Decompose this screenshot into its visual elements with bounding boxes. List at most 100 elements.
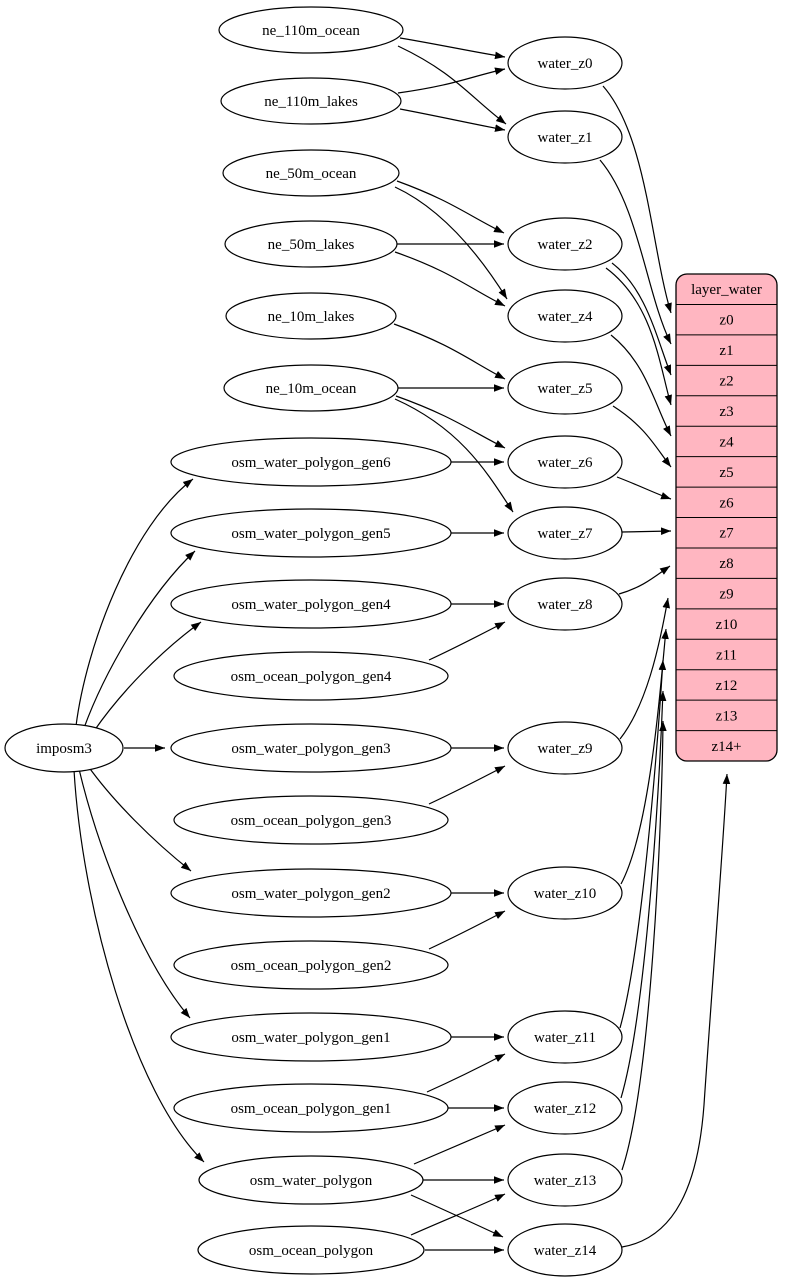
node-osm_water_polygon_gen4: osm_water_polygon_gen4 <box>170 579 452 629</box>
node-shape-osm_water_polygon <box>198 1155 424 1205</box>
node-label-ne_110m_lakes: ne_110m_lakes <box>264 94 358 110</box>
node-label-water_z10: water_z10 <box>534 886 596 902</box>
node-label-water_z8: water_z8 <box>538 597 593 613</box>
edge-osm_ocean_polygon_gen1--water_z11 <box>426 1053 506 1093</box>
node-water_z6: water_z6 <box>507 435 623 489</box>
record-row-z7: z7 <box>719 526 734 542</box>
node-label-water_z11: water_z11 <box>534 1030 596 1046</box>
edge-imposm3--osm_water_polygon_gen1 <box>78 768 191 1019</box>
node-label-osm_water_polygon_gen5: osm_water_polygon_gen5 <box>231 526 390 542</box>
edge-water_z5--layer_water-z5 <box>612 405 672 468</box>
node-shape-ne_10m_lakes <box>225 292 397 340</box>
node-imposm3: imposm3 <box>4 723 124 773</box>
node-label-water_z14: water_z14 <box>534 1243 597 1259</box>
node-shape-water_z4 <box>507 289 623 343</box>
node-shape-water_z1 <box>507 110 623 164</box>
edges-layer <box>73 37 731 1254</box>
node-water_z0: water_z0 <box>507 36 623 90</box>
edge-ne_10m_lakes--water_z5 <box>393 323 506 380</box>
node-label-osm_water_polygon_gen1: osm_water_polygon_gen1 <box>231 1030 390 1046</box>
node-osm_water_polygon_gen1: osm_water_polygon_gen1 <box>170 1012 452 1062</box>
node-shape-ne_110m_lakes <box>220 77 402 125</box>
node-osm_ocean_polygon_gen4: osm_ocean_polygon_gen4 <box>173 651 449 701</box>
node-water_z11: water_z11 <box>507 1010 623 1064</box>
record-row-z10: z10 <box>716 617 738 633</box>
node-label-osm_water_polygon_gen4: osm_water_polygon_gen4 <box>231 597 391 613</box>
edge-water_z2--layer_water-z2 <box>611 262 672 376</box>
record-row-z2: z2 <box>719 374 733 390</box>
node-ne_110m_ocean: ne_110m_ocean <box>218 6 404 54</box>
edge-water_z6--layer_water-z6 <box>616 476 672 500</box>
node-label-osm_ocean_polygon_gen3: osm_ocean_polygon_gen3 <box>231 813 392 829</box>
edge-ne_50m_lakes--water_z4 <box>394 251 506 307</box>
node-label-osm_water_polygon: osm_water_polygon <box>250 1173 373 1189</box>
node-water_z4: water_z4 <box>507 289 623 343</box>
node-shape-water_z14 <box>507 1223 623 1277</box>
node-shape-ne_50m_lakes <box>224 220 398 268</box>
node-shape-water_z11 <box>507 1010 623 1064</box>
record-layer: layer_water z0 z1 z2 z3 z4 z5 z6 z7 z8 z9 z10 z11 z12… <box>675 273 778 762</box>
edge-water_z12--layer_water-z12 <box>620 690 667 1099</box>
record-row-z0: z0 <box>719 313 733 329</box>
record-row-z9: z9 <box>719 587 733 603</box>
edge-ne_110m_ocean--water_z0 <box>399 37 506 60</box>
edge-water_z7--layer_water-z7 <box>621 527 672 536</box>
edge-water_z14--layer_water-z14+ <box>621 773 731 1248</box>
node-osm_water_polygon: osm_water_polygon <box>198 1155 424 1205</box>
node-water_z7: water_z7 <box>507 506 623 560</box>
edge-osm_ocean_polygon_gen4--water_z8 <box>428 621 506 661</box>
edge-ne_110m_lakes--water_z1 <box>399 108 506 132</box>
edge-ne_50m_ocean--water_z4 <box>394 186 508 300</box>
node-shape-water_z5 <box>507 361 623 415</box>
node-shape-water_z8 <box>507 577 623 631</box>
edge-water_z13--layer_water-z13 <box>621 720 667 1171</box>
node-shape-osm_ocean_polygon_gen1 <box>173 1083 449 1133</box>
node-label-water_z12: water_z12 <box>534 1101 596 1117</box>
node-osm_ocean_polygon_gen3: osm_ocean_polygon_gen3 <box>173 795 449 845</box>
node-label-osm_ocean_polygon: osm_ocean_polygon <box>249 1243 374 1259</box>
node-label-ne_10m_ocean: ne_10m_ocean <box>266 381 357 397</box>
node-ne_110m_lakes: ne_110m_lakes <box>220 77 402 125</box>
record-row-z5: z5 <box>719 465 733 481</box>
node-shape-osm_ocean_polygon_gen2 <box>173 940 449 990</box>
node-label-imposm3: imposm3 <box>36 741 92 757</box>
node-osm_water_polygon_gen2: osm_water_polygon_gen2 <box>170 868 452 918</box>
edge-imposm3--osm_water_polygon <box>73 769 205 1163</box>
node-shape-osm_water_polygon_gen3 <box>170 723 452 773</box>
node-label-water_z6: water_z6 <box>538 455 593 471</box>
edge-ne_50m_ocean--water_z2 <box>396 180 505 234</box>
node-shape-water_z7 <box>507 506 623 560</box>
edge-water_z4--layer_water-z4 <box>610 334 672 437</box>
node-label-water_z13: water_z13 <box>534 1173 596 1189</box>
node-water_z10: water_z10 <box>507 866 623 920</box>
node-ne_50m_ocean: ne_50m_ocean <box>222 149 400 197</box>
record-row-z13: z13 <box>716 708 738 724</box>
node-label-osm_water_polygon_gen2: osm_water_polygon_gen2 <box>231 886 390 902</box>
record-row-z14+: z14+ <box>711 739 741 755</box>
edge-water_z1--layer_water-z1 <box>599 159 672 345</box>
node-osm_ocean_polygon_gen1: osm_ocean_polygon_gen1 <box>173 1083 449 1133</box>
node-label-osm_water_polygon_gen6: osm_water_polygon_gen6 <box>231 455 391 471</box>
record-row-z11: z11 <box>716 647 737 663</box>
node-shape-osm_ocean_polygon_gen4 <box>173 651 449 701</box>
edge-ne_110m_lakes--water_z0 <box>397 67 506 94</box>
node-label-water_z7: water_z7 <box>538 526 593 542</box>
record-row-z1: z1 <box>719 343 733 359</box>
node-label-water_z9: water_z9 <box>538 741 593 757</box>
node-shape-water_z6 <box>507 435 623 489</box>
node-osm_ocean_polygon_gen2: osm_ocean_polygon_gen2 <box>173 940 449 990</box>
nodes-layer: ne_110m_ocean ne_110m_lakes ne_50m_oceanne… <box>4 6 623 1277</box>
node-shape-water_z2 <box>507 217 623 271</box>
node-label-osm_water_polygon_gen3: osm_water_polygon_gen3 <box>231 741 390 757</box>
node-shape-water_z9 <box>507 721 623 775</box>
node-label-osm_ocean_polygon_gen2: osm_ocean_polygon_gen2 <box>231 958 392 974</box>
node-osm_water_polygon_gen3: osm_water_polygon_gen3 <box>170 723 452 773</box>
node-shape-water_z13 <box>507 1153 623 1207</box>
record-row-z4: z4 <box>719 434 734 450</box>
record-row-z6: z6 <box>719 495 734 511</box>
node-label-osm_ocean_polygon_gen1: osm_ocean_polygon_gen1 <box>231 1101 392 1117</box>
edge-water_z0--layer_water-z0 <box>602 85 672 314</box>
node-shape-osm_water_polygon_gen5 <box>170 508 452 558</box>
node-label-osm_ocean_polygon_gen4: osm_ocean_polygon_gen4 <box>231 669 392 685</box>
node-osm_water_polygon_gen5: osm_water_polygon_gen5 <box>170 508 452 558</box>
